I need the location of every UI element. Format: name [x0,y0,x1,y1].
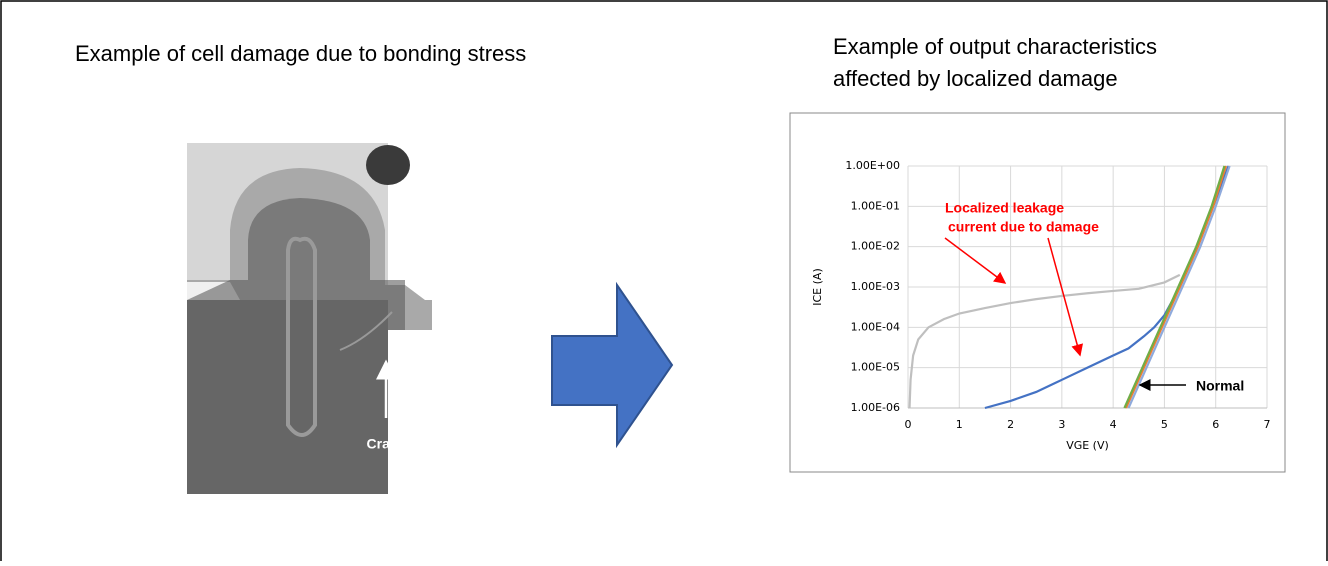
x-tick-label: 6 [1212,418,1219,431]
y-tick-label: 1.00E+00 [845,159,900,172]
x-tick-label: 1 [956,418,963,431]
annotation: Normal [1196,378,1244,394]
y-tick-label: 1.00E-02 [851,240,900,253]
x-tick-label: 2 [1007,418,1014,431]
annotation: Localized leakage [945,200,1064,216]
chart-frame [789,112,1286,473]
crack-label: Crack [367,436,406,452]
sem-image [187,143,432,494]
chart: 1.00E-06 1.00E-05 1.00E-04 1.00E-03 1.00E-02… [811,159,1271,452]
y-tick-label: 1.00E-04 [851,320,900,333]
x-tick-label: 5 [1161,418,1168,431]
y-tick-label: 1.00E-01 [851,199,900,212]
right-title: affected by localized damage [833,66,1118,91]
x-tick-label: 7 [1264,418,1271,431]
annotation-arrow [1047,237,1084,357]
series-line [1123,165,1226,409]
y-tick-label: 1.00E-06 [851,401,900,414]
x-tick-label: 3 [1058,418,1065,431]
annotation-arrow [944,237,1007,284]
y-tick-label: 1.00E-05 [851,361,900,374]
x-tick-label: 0 [905,418,912,431]
arrow [551,281,674,449]
y-axis-label: ICE (A) [811,268,824,305]
right-title: Example of output characteristics [833,34,1157,59]
y-tick-label: 1.00E-03 [851,280,900,293]
annotation: current due to damage [948,219,1099,235]
x-axis-label: VGE (V) [1066,439,1109,452]
x-tick-label: 4 [1110,418,1117,431]
left-title: Example of cell damage due to bonding st… [75,41,526,66]
series-line [1124,165,1228,409]
series-line [908,273,1181,409]
series-line [1127,165,1231,409]
